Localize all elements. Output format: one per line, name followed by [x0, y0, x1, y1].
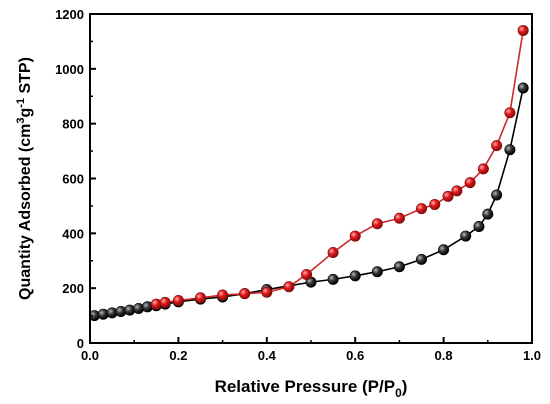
data-point	[429, 199, 441, 211]
y-tick-label: 1200	[55, 7, 84, 22]
axis-ticks: 0.0 0.2 0.4 0.6 0.8 1.0 0 200 400 600 800 1000 1200	[55, 7, 541, 363]
y-tick-label: 0	[77, 336, 84, 351]
data-point	[504, 107, 516, 119]
data-point	[239, 288, 251, 300]
y-tick-label: 800	[62, 117, 84, 132]
y-tick-label: 200	[62, 281, 84, 296]
data-point	[349, 230, 361, 242]
data-point	[504, 144, 516, 156]
y-tick-label: 1000	[55, 62, 84, 77]
data-point	[349, 270, 361, 282]
data-point	[460, 230, 472, 242]
data-point	[301, 268, 313, 280]
data-point	[415, 203, 427, 215]
x-tick-label: 0.2	[169, 348, 187, 363]
data-point	[415, 253, 427, 265]
series-line	[156, 30, 524, 305]
x-axis-title: Relative Pressure (P/P0)	[215, 377, 408, 400]
series-layer	[88, 24, 529, 322]
data-point	[491, 140, 503, 152]
data-point	[159, 296, 171, 308]
data-point	[283, 281, 295, 293]
x-tick-label: 0.4	[258, 348, 277, 363]
data-point	[491, 189, 503, 201]
data-point	[517, 82, 529, 94]
x-tick-label: 0.0	[81, 348, 99, 363]
y-axis-title: Quantity Adsorbed (cm3g-1 STP)	[15, 57, 34, 300]
data-point	[393, 212, 405, 224]
data-point	[393, 261, 405, 273]
x-tick-label: 1.0	[523, 348, 541, 363]
data-point	[438, 244, 450, 256]
data-point	[195, 292, 207, 304]
x-tick-label: 0.6	[346, 348, 364, 363]
y-tick-label: 600	[62, 172, 84, 187]
data-point	[477, 163, 489, 175]
series-1	[88, 82, 529, 322]
y-tick-label: 400	[62, 226, 84, 241]
plot-frame	[89, 13, 533, 344]
data-point	[482, 208, 494, 220]
data-point	[371, 266, 383, 278]
data-point	[217, 289, 229, 301]
data-point	[442, 190, 454, 202]
data-point	[464, 177, 476, 189]
data-point	[473, 220, 485, 232]
data-point	[451, 185, 463, 197]
data-point	[172, 295, 184, 307]
data-point	[327, 247, 339, 259]
data-point	[517, 24, 529, 36]
data-point	[371, 218, 383, 230]
data-point	[261, 286, 273, 298]
x-tick-label: 0.8	[435, 348, 453, 363]
data-point	[327, 273, 339, 285]
series-0	[150, 24, 529, 310]
